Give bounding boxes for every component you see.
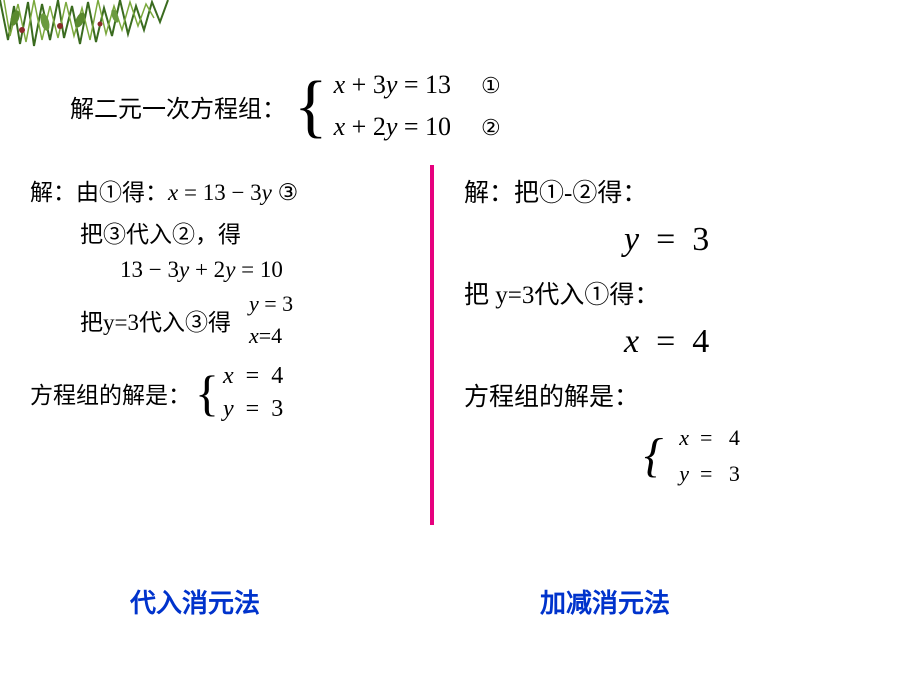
- left-solution-label: 方程组的解是：: [30, 376, 191, 410]
- right-step-2: 把 y=3代入①得：: [464, 275, 894, 311]
- right-x-result: x = 4: [624, 323, 894, 361]
- method-labels: 代入消元法 加减消元法: [0, 583, 920, 620]
- left-step-2: 把③代入②，得: [80, 215, 400, 249]
- right-y-result: y = 3: [624, 221, 894, 259]
- left-x-result: x=4: [249, 323, 293, 349]
- left-step-1-eq: x = 13 − 3y: [168, 180, 272, 205]
- left-sol-y: y = 3: [223, 396, 283, 423]
- elimination-method-label: 加减消元法: [540, 583, 670, 620]
- left-step-3: 13 − 3y + 2y = 10: [120, 257, 400, 283]
- left-step-1-label: ③: [272, 180, 298, 205]
- left-solution: 方程组的解是： { x = 4 y = 3: [30, 363, 400, 423]
- corner-foliage-ornament: [0, 0, 170, 50]
- column-divider: [430, 165, 434, 525]
- right-solution-label: 方程组的解是：: [464, 377, 894, 413]
- left-brace-icon: {: [195, 371, 219, 416]
- right-sol-y: y = 3: [679, 461, 740, 487]
- left-step-4-text: 把y=3代入③得: [80, 303, 231, 337]
- right-sol-x: x = 4: [679, 425, 740, 451]
- problem-prompt: 解二元一次方程组：: [70, 89, 286, 124]
- right-brace-icon: {: [644, 434, 663, 477]
- substitution-method-label: 代入消元法: [130, 583, 260, 620]
- equation-1: x + 3y = 13: [334, 70, 451, 100]
- equation-2-label: ②: [481, 115, 501, 141]
- left-y-result: y = 3: [249, 291, 293, 317]
- equation-system: { x + 3y = 13 ① x + 2y = 10 ②: [294, 70, 501, 142]
- problem-header: 解二元一次方程组： { x + 3y = 13 ① x + 2y = 10 ②: [70, 70, 501, 142]
- left-step-1: 解：由①得：x = 13 − 3y ③: [30, 173, 400, 207]
- equation-2: x + 2y = 10: [334, 112, 451, 142]
- substitution-solution: 解：由①得：x = 13 − 3y ③ 把③代入②，得 13 − 3y + 2y…: [30, 165, 400, 525]
- equation-1-label: ①: [481, 73, 501, 99]
- left-step-1-text: 解：由①得：: [30, 180, 168, 205]
- solution-columns: 解：由①得：x = 13 − 3y ③ 把③代入②，得 13 − 3y + 2y…: [30, 165, 900, 525]
- left-step-4-results: y = 3 x=4: [249, 291, 293, 349]
- left-step-4: 把y=3代入③得 y = 3 x=4: [80, 291, 400, 349]
- right-step-1: 解：把①-②得：: [464, 173, 894, 209]
- right-solution: { x = 4 y = 3: [464, 425, 894, 487]
- left-sol-x: x = 4: [223, 363, 283, 390]
- elimination-solution: 解：把①-②得： y = 3 把 y=3代入①得： x = 4 方程组的解是： …: [464, 165, 894, 525]
- left-solution-values: x = 4 y = 3: [223, 363, 283, 423]
- left-brace-icon: {: [294, 75, 328, 138]
